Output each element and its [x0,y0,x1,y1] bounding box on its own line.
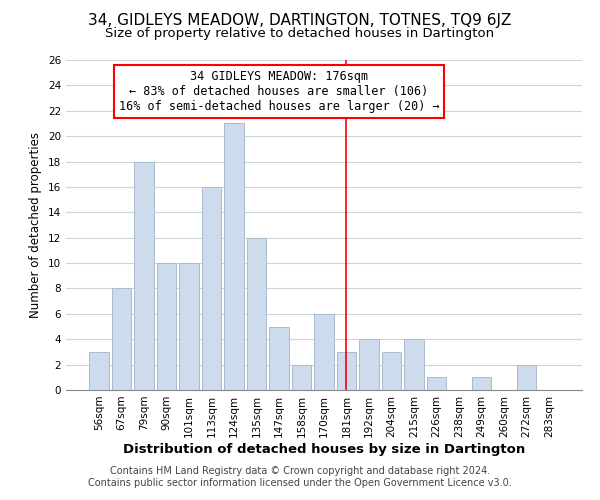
Bar [359,339,379,390]
Text: Contains HM Land Registry data © Crown copyright and database right 2024.
Contai: Contains HM Land Registry data © Crown c… [88,466,512,487]
Bar [247,238,266,390]
Text: 34, GIDLEYS MEADOW, DARTINGTON, TOTNES, TQ9 6JZ: 34, GIDLEYS MEADOW, DARTINGTON, TOTNES, … [88,12,512,28]
Bar [337,352,356,390]
Bar [382,352,401,390]
Bar [269,326,289,390]
Bar [427,378,446,390]
Bar [292,364,311,390]
Bar [314,314,334,390]
Bar [404,339,424,390]
Bar [157,263,176,390]
Bar [224,124,244,390]
Text: 34 GIDLEYS MEADOW: 176sqm
← 83% of detached houses are smaller (106)
16% of semi: 34 GIDLEYS MEADOW: 176sqm ← 83% of detac… [119,70,439,113]
Bar [89,352,109,390]
Bar [134,162,154,390]
X-axis label: Distribution of detached houses by size in Dartington: Distribution of detached houses by size … [123,442,525,456]
Bar [179,263,199,390]
Bar [202,187,221,390]
Text: Size of property relative to detached houses in Dartington: Size of property relative to detached ho… [106,28,494,40]
Y-axis label: Number of detached properties: Number of detached properties [29,132,43,318]
Bar [517,364,536,390]
Bar [112,288,131,390]
Bar [472,378,491,390]
